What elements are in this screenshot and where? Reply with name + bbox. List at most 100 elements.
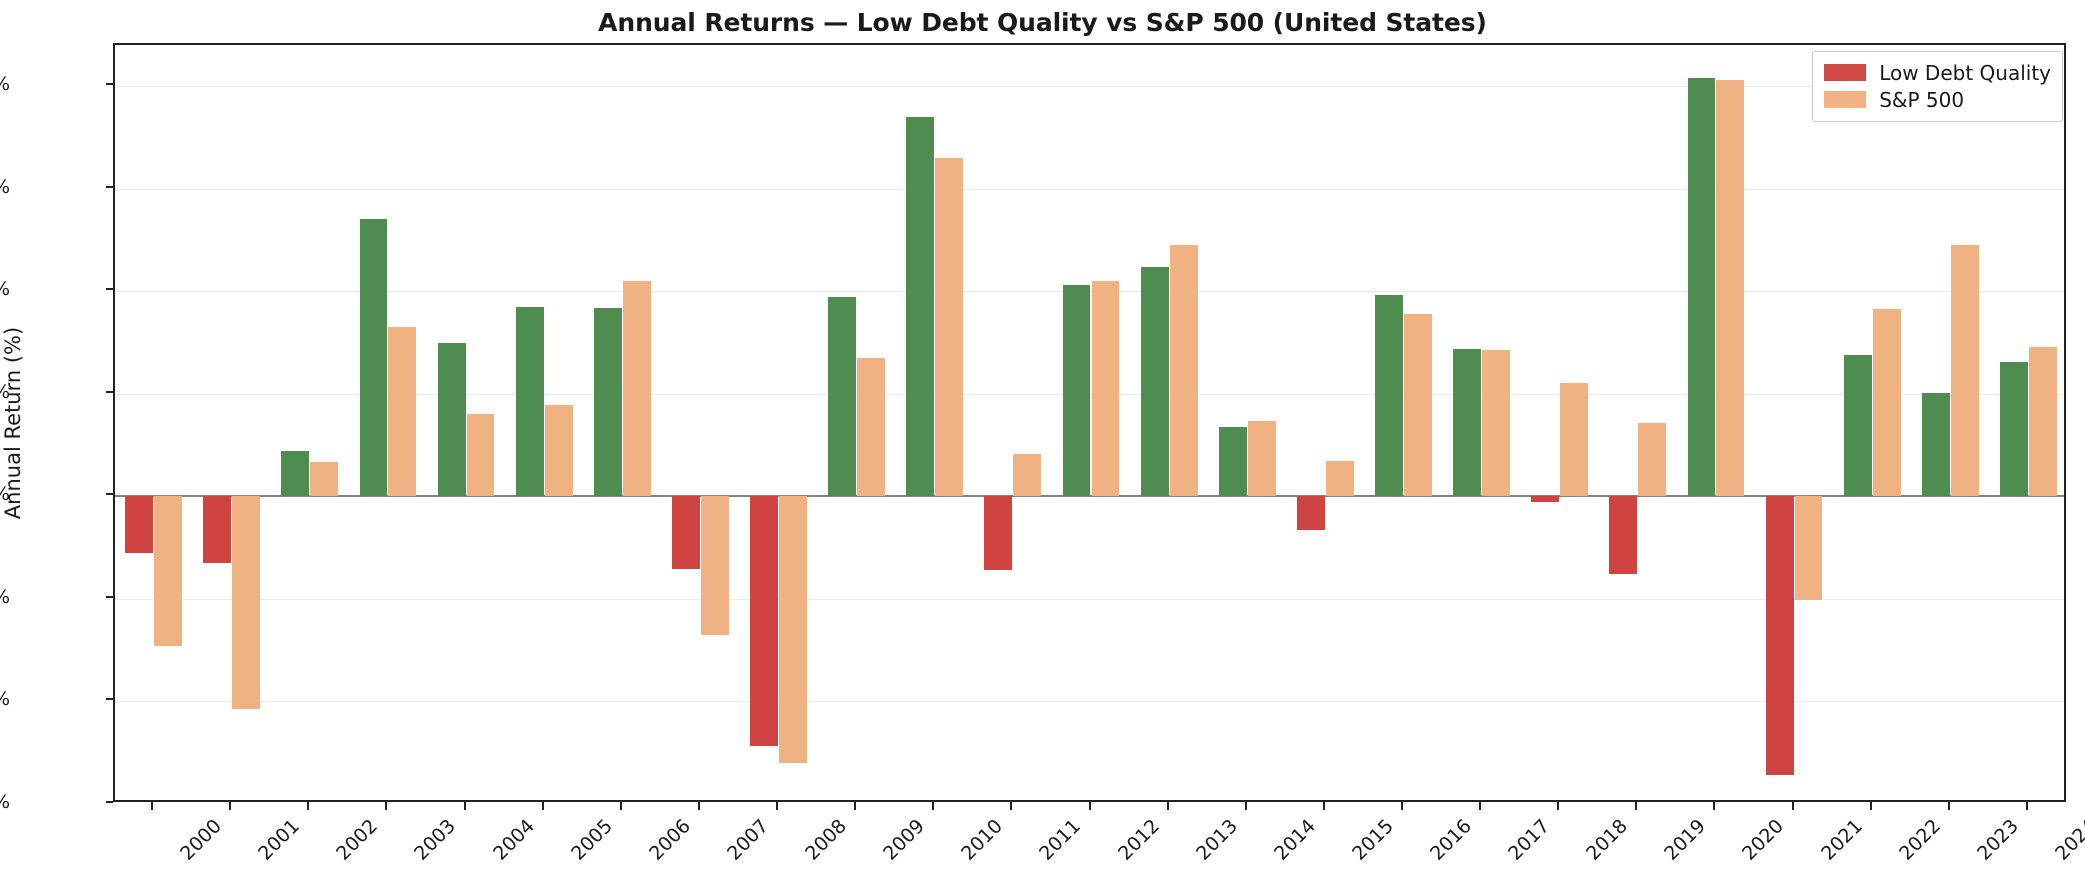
x-tick-label-2017: 2017 — [1504, 815, 1555, 865]
x-tick-label-2008: 2008 — [801, 815, 851, 865]
y-tick-label: 40% — [0, 73, 10, 95]
bar-s-p-500-2001 — [232, 496, 261, 709]
legend-swatch-sp500 — [1824, 91, 1867, 108]
legend-item-sp500[interactable]: S&P 500 — [1824, 86, 2051, 113]
bar-s-p-500-2021 — [1794, 496, 1823, 600]
chart-title: Annual Returns — Low Debt Quality vs S&P… — [598, 8, 1487, 37]
plot-area — [113, 43, 2066, 802]
bar-s-p-500-2015 — [1325, 461, 1354, 497]
bar-low-debt-quality-2000 — [125, 496, 154, 553]
x-tick-mark — [1166, 802, 1169, 810]
bar-low-debt-quality-2009 — [828, 297, 857, 497]
bar-low-debt-quality-2008 — [750, 496, 778, 746]
x-tick-mark — [619, 802, 622, 810]
bar-s-p-500-2006 — [622, 280, 651, 497]
bar-low-debt-quality-2017 — [1453, 348, 1482, 497]
bar-low-debt-quality-2020 — [1687, 77, 1716, 497]
x-tick-label-2000: 2000 — [176, 815, 226, 865]
x-tick-mark — [229, 802, 232, 810]
bar-s-p-500-2010 — [935, 157, 964, 497]
x-tick-mark — [1244, 802, 1247, 810]
bar-s-p-500-2013 — [1169, 245, 1198, 497]
x-tick-label-2011: 2011 — [1035, 815, 1086, 865]
bar-low-debt-quality-2015 — [1296, 496, 1325, 531]
y-tick-label: -20% — [0, 688, 10, 710]
x-tick-mark — [697, 802, 700, 810]
x-tick-label-2010: 2010 — [957, 815, 1008, 865]
bar-s-p-500-2019 — [1638, 423, 1667, 497]
x-tick-label-2007: 2007 — [723, 815, 773, 865]
bar-s-p-500-2011 — [1013, 454, 1042, 497]
zero-line — [115, 495, 2064, 498]
x-tick-label-2004: 2004 — [488, 815, 539, 865]
bar-low-debt-quality-2011 — [984, 496, 1013, 571]
x-tick-mark — [307, 802, 310, 810]
bar-s-p-500-2018 — [1560, 383, 1589, 497]
bar-low-debt-quality-2006 — [593, 307, 622, 497]
x-tick-label-2023: 2023 — [1972, 815, 2023, 865]
x-tick-label-2020: 2020 — [1738, 815, 1789, 865]
bar-s-p-500-2012 — [1091, 280, 1120, 497]
x-tick-mark — [1791, 802, 1794, 810]
bar-low-debt-quality-2007 — [671, 496, 700, 570]
legend-item-low-debt-quality[interactable]: Low Debt Quality — [1824, 59, 2051, 86]
x-tick-label-2002: 2002 — [332, 815, 383, 865]
bar-s-p-500-2020 — [1716, 79, 1745, 497]
x-tick-mark — [1010, 802, 1013, 810]
bar-s-p-500-2005 — [544, 405, 573, 497]
x-tick-mark — [776, 802, 779, 810]
bar-s-p-500-2007 — [700, 496, 729, 635]
bar-low-debt-quality-2016 — [1375, 295, 1403, 497]
y-tick-mark — [106, 493, 113, 496]
bar-s-p-500-2014 — [1247, 421, 1276, 497]
y-tick-mark — [106, 595, 113, 598]
x-tick-label-2016: 2016 — [1426, 815, 1476, 865]
x-tick-label-2014: 2014 — [1269, 815, 1320, 865]
y-tick-mark — [106, 288, 113, 291]
bar-low-debt-quality-2022 — [1843, 354, 1872, 497]
y-tick-mark — [106, 698, 113, 701]
bar-s-p-500-2002 — [310, 462, 339, 497]
y-tick-label: 20% — [0, 278, 10, 300]
x-tick-label-2009: 2009 — [879, 815, 930, 865]
bar-low-debt-quality-2019 — [1609, 496, 1638, 575]
legend-label-sp500: S&P 500 — [1879, 87, 1965, 112]
y-tick-label: 0% — [0, 483, 10, 505]
x-tick-mark — [1713, 802, 1716, 810]
bar-low-debt-quality-2005 — [515, 306, 544, 497]
bar-low-debt-quality-2001 — [203, 496, 232, 563]
x-tick-mark — [1479, 802, 1482, 810]
bar-s-p-500-2017 — [1482, 349, 1510, 497]
bar-low-debt-quality-2021 — [1765, 496, 1794, 776]
x-tick-label-2003: 2003 — [410, 815, 461, 865]
bar-s-p-500-2023 — [1950, 245, 1979, 497]
chart-legend[interactable]: Low Debt Quality S&P 500 — [1812, 51, 2063, 122]
y-tick-label: 10% — [0, 381, 10, 403]
bar-low-debt-quality-2023 — [1921, 392, 1950, 497]
x-tick-label-2001: 2001 — [254, 815, 305, 865]
bar-s-p-500-2004 — [466, 414, 495, 497]
x-tick-mark — [385, 802, 388, 810]
x-tick-mark — [854, 802, 857, 810]
bar-low-debt-quality-2013 — [1140, 266, 1169, 497]
bar-s-p-500-2003 — [388, 327, 417, 497]
x-tick-label-2019: 2019 — [1660, 815, 1711, 865]
bar-low-debt-quality-2012 — [1062, 285, 1091, 497]
bar-low-debt-quality-2003 — [359, 219, 388, 497]
x-tick-label-2005: 2005 — [566, 815, 617, 865]
x-tick-mark — [1088, 802, 1091, 810]
bar-s-p-500-2016 — [1403, 313, 1432, 497]
legend-label-low-debt-quality: Low Debt Quality — [1879, 60, 2051, 85]
x-tick-mark — [463, 802, 466, 810]
bar-s-p-500-2022 — [1872, 308, 1901, 497]
y-tick-label: -10% — [0, 586, 10, 608]
x-tick-mark — [1635, 802, 1638, 810]
x-tick-label-2022: 2022 — [1894, 815, 1945, 865]
y-tick-mark — [106, 801, 113, 803]
bar-low-debt-quality-2010 — [906, 116, 935, 497]
bar-s-p-500-2008 — [779, 496, 807, 763]
y-tick-mark — [106, 185, 113, 188]
y-tick-mark — [106, 390, 113, 393]
y-tick-label: 30% — [0, 176, 10, 198]
